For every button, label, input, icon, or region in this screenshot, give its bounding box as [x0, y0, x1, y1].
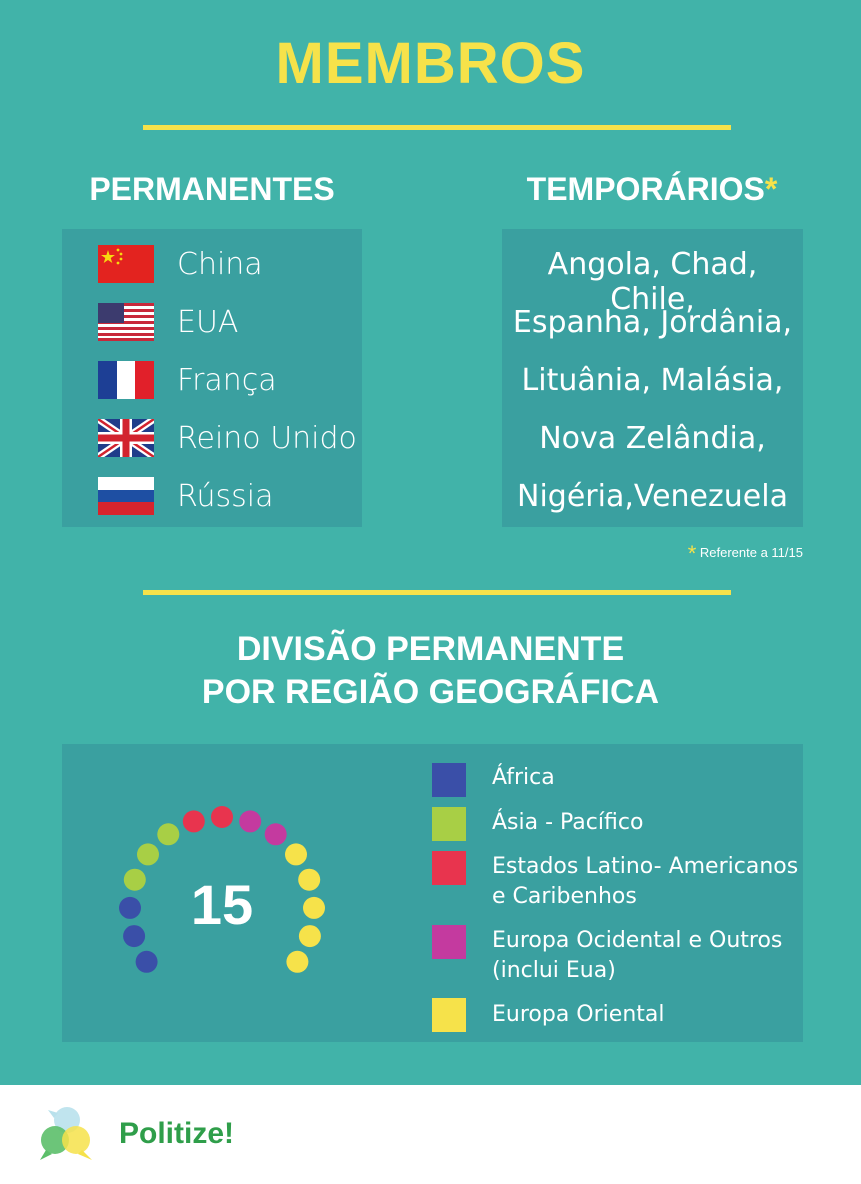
temporary-line: Nova Zelândia, [539, 421, 766, 456]
seat-dot [298, 868, 321, 891]
seat-dot [264, 823, 287, 846]
temporary-line: Lituânia, Malásia, [521, 363, 784, 398]
seat-dot [157, 823, 180, 846]
legend-label: Ásia - Pacífico [492, 810, 644, 835]
france-flag-icon [98, 361, 154, 399]
seat-dot [137, 843, 159, 866]
list-item: EUA [62, 302, 362, 342]
seat-dot [135, 950, 158, 973]
legend-label: África [492, 765, 555, 790]
division-heading-line1: DIVISÃO PERMANENTE [236, 630, 625, 668]
brand-name: Politize! [119, 1117, 235, 1150]
russia-flag-icon [98, 477, 154, 515]
divider-middle [143, 590, 731, 595]
legend-label: Estados Latino- Americanos e Caribenhos [492, 854, 799, 909]
country-name: França [177, 362, 277, 398]
seat-dot [123, 925, 146, 948]
country-name: Reino Unido [177, 420, 357, 456]
temporary-line: Angola, Chad, Chile, [547, 247, 758, 317]
footnote-star: * [687, 541, 697, 566]
permanent-panel: China EUA França [62, 229, 362, 527]
list-item: França [62, 360, 362, 400]
seat-dot [298, 925, 321, 948]
page-title: MEMBROS [275, 31, 586, 96]
country-name: Rússia [177, 478, 274, 514]
country-name: China [177, 246, 263, 282]
asterisk-mark: * [764, 171, 778, 207]
seat-chart: 15 [119, 806, 325, 973]
footnote: * Referente a 11/15 [688, 541, 803, 567]
country-name: EUA [177, 304, 239, 340]
legend-swatch [432, 807, 466, 841]
usa-flag-icon [98, 303, 154, 341]
legend-swatch [432, 851, 466, 885]
seat-dot [303, 896, 325, 919]
legend-label: Europa Ocidental e Outros (inclui Eua) [492, 928, 783, 983]
division-panel: 15 África Ásia - Pacífico Estados Latino… [62, 744, 803, 1042]
seat-dot [239, 810, 262, 833]
seat-total: 15 [191, 873, 253, 936]
politize-logo-icon [40, 1107, 92, 1160]
seat-dot [123, 868, 146, 891]
china-flag-icon [98, 245, 154, 283]
seat-dot [286, 950, 309, 973]
uk-flag-icon [98, 419, 154, 457]
division-heading-line2: POR REGIÃO GEOGRÁFICA [201, 673, 660, 711]
temporary-heading-text: TEMPORÁRIOS [526, 171, 765, 207]
temporary-heading: TEMPORÁRIOS* [502, 171, 802, 208]
footnote-text: Referente a 11/15 [699, 545, 803, 560]
legend-swatch [432, 763, 466, 797]
permanent-heading: PERMANENTES [89, 171, 335, 207]
legend-swatch [432, 998, 466, 1032]
list-item: Reino Unido [62, 418, 362, 458]
divider-top [143, 125, 731, 130]
seat-dot [182, 810, 205, 833]
list-item: China [62, 244, 362, 284]
temporary-line: Nigéria,Venezuela [517, 479, 788, 514]
legend-swatch [432, 925, 466, 959]
seat-dot [285, 843, 307, 866]
seat-dot [119, 896, 141, 919]
footer: Politize! [0, 1085, 861, 1184]
temporary-line: Espanha, Jordânia, [512, 305, 793, 340]
legend-label: Europa Oriental [492, 1002, 665, 1027]
seat-dot [211, 806, 233, 828]
temporary-panel: Angola, Chad, Chile, Espanha, Jordânia, … [502, 229, 803, 527]
list-item: Rússia [62, 476, 362, 516]
seat-dots [119, 806, 325, 973]
